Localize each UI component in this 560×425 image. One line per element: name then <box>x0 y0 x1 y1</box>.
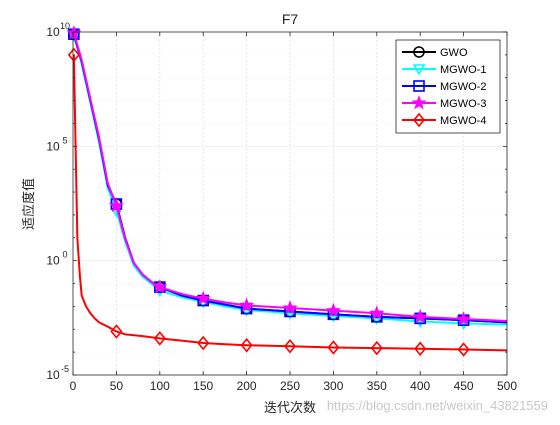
x-tick-label: 150 <box>193 379 213 393</box>
x-tick-label: 50 <box>110 379 124 393</box>
y-tick-label-base: 10 <box>46 368 60 382</box>
y-tick-label: 10 5 <box>46 135 67 153</box>
series-line <box>72 54 508 352</box>
data-point <box>240 338 253 353</box>
y-tick-label-exponent: 5 <box>62 135 67 145</box>
data-point <box>370 340 383 356</box>
legend-marker <box>413 46 425 58</box>
y-tick-label-base: 10 <box>46 25 60 39</box>
legend-label: GWO <box>440 47 468 59</box>
legend-item: MGWO-3 <box>402 95 486 110</box>
x-tick-label: 200 <box>237 379 257 393</box>
data-point <box>108 197 124 213</box>
x-tick-label: 250 <box>280 379 300 393</box>
grid <box>73 32 507 375</box>
x-tick-label: 300 <box>323 379 343 393</box>
x-tick-label: 0 <box>70 379 77 393</box>
data-point <box>414 341 427 357</box>
legend-marker <box>411 95 427 110</box>
data-point <box>457 342 470 357</box>
x-tick-label: 450 <box>454 379 474 393</box>
legend-item: GWO <box>402 46 468 59</box>
x-axis-label: 迭代次数 <box>264 400 316 416</box>
x-tick-label: 400 <box>410 379 430 393</box>
data-point <box>456 311 472 326</box>
x-tick-label: 500 <box>497 379 517 393</box>
legend-item: MGWO-4 <box>402 112 486 128</box>
series-mgwo-3 <box>66 25 508 326</box>
data-point <box>152 279 168 294</box>
series-mgwo-4 <box>67 47 508 357</box>
y-tick-label-base: 10 <box>46 139 60 153</box>
y-tick-label-base: 10 <box>46 254 60 268</box>
y-tick-label-exponent: -5 <box>61 364 69 374</box>
legend-item: MGWO-2 <box>402 80 486 93</box>
watermark: https://blog.csdn.net/weixin_43821559 <box>327 398 548 413</box>
data-point <box>195 290 211 306</box>
x-tick-label: 350 <box>367 379 387 393</box>
data-point <box>282 300 298 315</box>
data-point <box>325 302 341 318</box>
legend-label: MGWO-4 <box>440 115 486 127</box>
y-tick-label: 10 0 <box>46 250 67 268</box>
legend-marker <box>412 112 426 128</box>
data-point <box>412 308 428 324</box>
y-tick-label-exponent: 0 <box>62 250 67 260</box>
series-layer <box>66 25 508 357</box>
data-point <box>66 25 82 40</box>
legend-item: MGWO-1 <box>402 64 486 76</box>
data-point <box>283 339 297 354</box>
data-point <box>369 305 385 320</box>
x-tick-label: 100 <box>150 379 170 393</box>
legend: GWO MGWO-1 MGWO-2 MGWO-3 MGWO-4 <box>395 39 501 134</box>
y-tick-label-exponent: 10 <box>60 21 70 31</box>
chart-title: F7 <box>282 11 299 27</box>
data-point <box>327 340 340 355</box>
data-point <box>197 335 210 351</box>
legend-label: MGWO-2 <box>440 81 486 93</box>
y-tick-label: 10 -5 <box>46 364 69 382</box>
legend-label: MGWO-1 <box>440 64 486 76</box>
data-point <box>67 47 80 63</box>
legend-label: MGWO-3 <box>440 98 486 110</box>
y-tick-label: 10 10 <box>46 21 70 39</box>
data-point <box>153 331 166 346</box>
legend-marker <box>413 80 425 92</box>
data-point <box>110 324 123 339</box>
plot-frame <box>72 31 508 376</box>
legend-marker <box>412 64 426 76</box>
y-axis-label: 适应度值 <box>21 178 37 230</box>
data-point <box>239 297 255 312</box>
